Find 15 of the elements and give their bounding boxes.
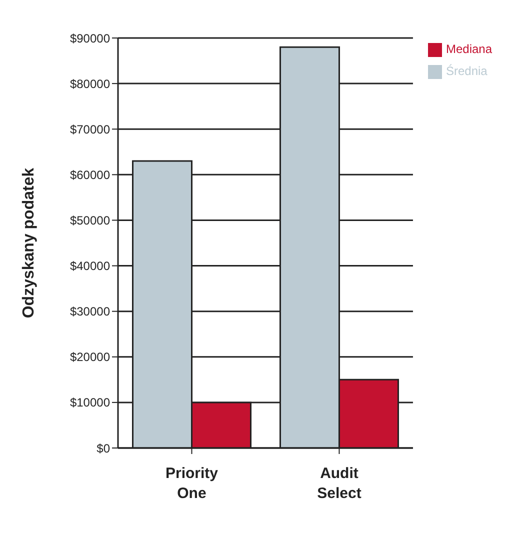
- y-tick-label: $30000: [70, 304, 110, 319]
- y-tick-label: $90000: [70, 31, 110, 46]
- y-axis-title: Odzyskany podatek: [20, 168, 38, 318]
- legend-label: Średnia: [446, 64, 488, 78]
- legend-label: Mediana: [446, 42, 492, 56]
- x-tick-label: Audit Select: [317, 465, 362, 502]
- y-tick-label: $40000: [70, 259, 110, 274]
- y-tick-label: $50000: [70, 213, 110, 228]
- y-tick-label: $60000: [70, 168, 110, 182]
- y-tick-label: $20000: [70, 350, 110, 364]
- y-tick-label: $0: [96, 441, 110, 456]
- y-tick-label: $10000: [70, 396, 110, 410]
- y-tick-label: $70000: [70, 122, 110, 136]
- x-tick-label: Priority One: [165, 465, 219, 502]
- y-tick-label: $80000: [70, 76, 110, 91]
